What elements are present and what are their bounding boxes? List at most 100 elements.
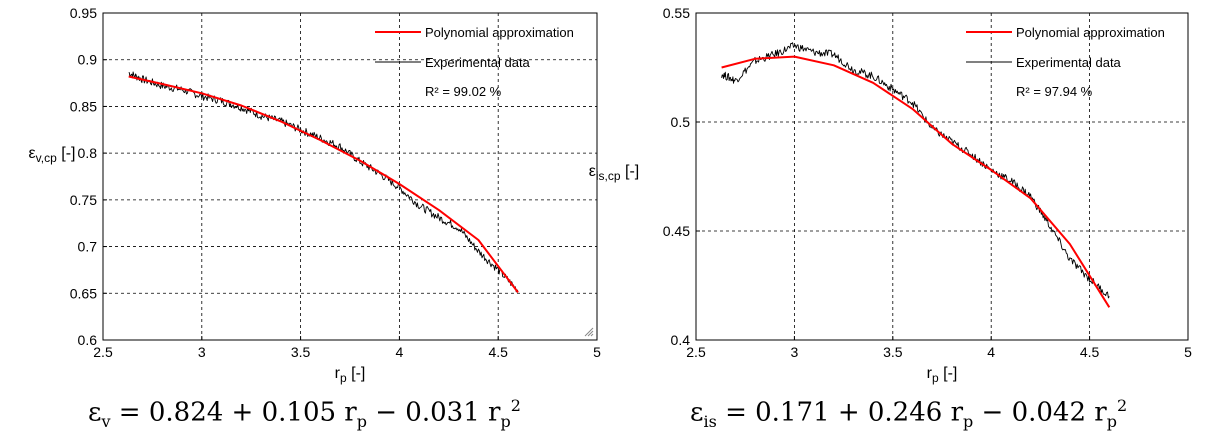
plot-area	[102, 12, 598, 341]
equation-text: = 0.171 + 0.246 r	[725, 397, 964, 428]
series-point	[260, 115, 261, 116]
series-point	[1109, 307, 1110, 308]
x-tick-label: 3.5	[291, 344, 311, 360]
series-point	[1050, 226, 1051, 227]
series-point	[399, 183, 400, 184]
series-point	[912, 108, 913, 109]
resize-grip-icon	[584, 327, 594, 337]
x-axis-label: rp [-]	[335, 365, 366, 385]
series-point	[438, 217, 439, 218]
equation-lhs-sub: is	[703, 411, 717, 431]
legend-label: Polynomial approximation	[1016, 25, 1165, 40]
series-point	[320, 139, 321, 140]
series-line-polynomial	[128, 75, 519, 294]
x-tick-label: 4.5	[1080, 344, 1100, 360]
equation-sub2: p	[1106, 411, 1117, 431]
series-point	[478, 251, 479, 252]
y-tick-label: 0.95	[70, 5, 97, 21]
legend-label: Polynomial approximation	[425, 25, 574, 40]
y-tick-label: 0.7	[78, 239, 98, 255]
y-tick-label: 0.4	[671, 332, 691, 348]
series-point	[1030, 198, 1031, 199]
y-axis-label: εis,cp [-]	[589, 163, 640, 183]
x-tick-label: 5	[1184, 344, 1192, 360]
series-point	[438, 210, 439, 211]
series-point	[201, 96, 202, 97]
x-tick-label: 4	[396, 344, 404, 360]
series-point	[359, 160, 360, 161]
series-point	[912, 102, 913, 103]
series-point	[340, 146, 341, 147]
series-point	[162, 83, 163, 84]
equation-lhs: ε	[88, 397, 102, 428]
r-squared-label: R² = 99.02 %	[425, 84, 502, 99]
x-tick-label: 3	[791, 344, 799, 360]
y-axis-label: εv,cp [-]	[29, 145, 76, 165]
equation-text2: − 0.031 r	[375, 397, 501, 428]
series-point	[794, 45, 795, 46]
series-point	[794, 56, 795, 57]
series-point	[873, 76, 874, 77]
series-point	[399, 187, 400, 188]
x-tick-label: 3.5	[883, 344, 903, 360]
series-point	[932, 128, 933, 129]
series-point	[478, 239, 479, 240]
x-tick-label: 3	[198, 344, 206, 360]
series-point	[458, 227, 459, 228]
x-tick-label: 4	[987, 344, 995, 360]
series-point	[853, 69, 854, 70]
equation-sup2: 2	[1116, 396, 1128, 415]
chart-1: 2.5 3 3.5 4 4.5 5 0.4 0.45 0.5 0.55 Polynomial app…	[663, 5, 1192, 360]
y-tick-label: 0.9	[78, 52, 98, 68]
series-point	[1010, 180, 1011, 181]
series-point	[1069, 243, 1070, 244]
series-point	[241, 107, 242, 108]
series-point	[201, 93, 202, 94]
series-point	[241, 105, 242, 106]
series-point	[873, 82, 874, 83]
y-tick-label: 0.85	[70, 98, 97, 114]
series-point	[892, 89, 893, 90]
series-point	[498, 269, 499, 270]
series-point	[721, 73, 722, 74]
series-point	[320, 138, 321, 139]
series-point	[1089, 278, 1090, 279]
series-point	[833, 65, 834, 66]
equation-lhs-sub: v	[101, 411, 111, 431]
series-point	[128, 76, 129, 77]
series-point	[971, 154, 972, 155]
series-point	[1069, 259, 1070, 260]
legend-label: Experimental data	[425, 55, 531, 70]
x-tick-label: 2.5	[93, 344, 113, 360]
series-point	[951, 141, 952, 142]
equation-sub2: p	[500, 411, 511, 431]
equation-sup2: 2	[510, 396, 521, 415]
series-point	[128, 72, 129, 73]
series-point	[517, 292, 518, 293]
series-point	[721, 67, 722, 68]
series-line-polynomial	[721, 55, 1111, 308]
series-point	[754, 58, 755, 59]
y-tick-label: 0.8	[78, 145, 98, 161]
y-tick-label: 0.65	[70, 285, 97, 301]
equation-right: εis = 0.171 + 0.246 rp − 0.042 rp2	[690, 396, 1127, 431]
y-tick-label: 0.55	[663, 5, 690, 21]
x-axis-label: rp [-]	[927, 365, 958, 385]
x-tick-label: 2.5	[686, 344, 706, 360]
y-tick-label: 0.6	[78, 332, 98, 348]
equation-lhs: ε	[690, 397, 704, 428]
series-point	[1030, 196, 1031, 197]
series-point	[754, 60, 755, 61]
series-point	[1109, 296, 1110, 297]
series-line-experimental	[721, 42, 1110, 299]
equation-sub1: p	[963, 411, 974, 431]
chart-0: 2.5 3 3.5 4 4.5 5 0.6 0.65 0.7 0.75 0.8 0.85 0.9 0.95…	[70, 5, 601, 360]
series-point	[280, 121, 281, 122]
series-point	[951, 143, 952, 144]
series-point	[991, 169, 992, 170]
series-point	[419, 205, 420, 206]
x-tick-label: 5	[593, 344, 601, 360]
x-tick-label: 4.5	[488, 344, 508, 360]
series-point	[774, 54, 775, 55]
